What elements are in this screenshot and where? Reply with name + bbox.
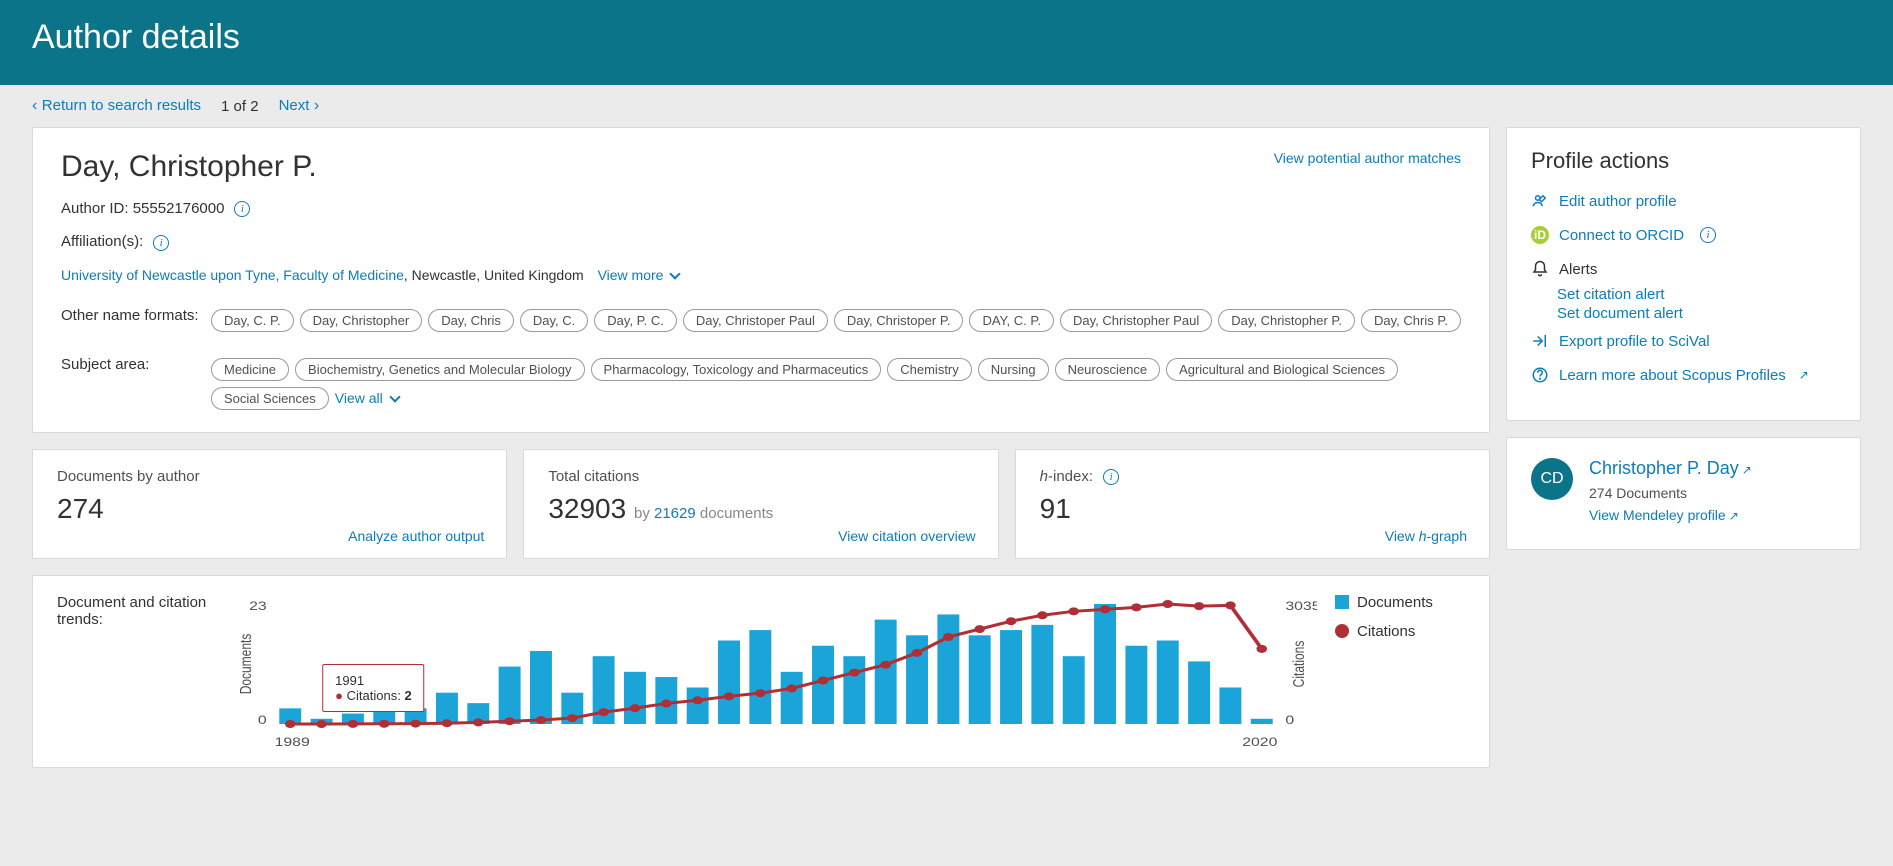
citations-stat-panel: Total citations 32903 by 21629 documents… [523,449,998,559]
name-format-pill: Day, C. P. [211,309,294,332]
name-format-pill: Day, P. C. [594,309,677,332]
potential-matches-link[interactable]: View potential author matches [1274,150,1461,166]
chart-legend: Documents Citations [1335,594,1465,757]
svg-text:Documents: Documents [236,633,254,694]
other-names-label: Other name formats: [61,303,211,332]
svg-text:0: 0 [1285,712,1294,726]
affiliation-location: , Newcastle, United Kingdom [404,267,584,283]
svg-text:0: 0 [258,712,267,726]
svg-text:3035: 3035 [1285,598,1317,612]
stat-title: h-index: i [1040,468,1465,485]
return-link[interactable]: ‹ Return to search results [32,97,201,115]
avatar: CD [1531,458,1573,500]
next-link[interactable]: Next › [279,97,320,115]
bell-icon [1531,260,1549,278]
documents-count: 274 [57,493,482,525]
profile-name-link[interactable]: Christopher P. Day↗ [1589,458,1752,478]
export-scival-link[interactable]: Export profile to SciVal [1531,332,1836,350]
legend-citations: Citations [1335,623,1465,640]
chart-area: 23 0 Documents 3035 0 Citations 1989 2020 1991 … [235,594,1317,757]
author-name: Day, Christopher P. [61,150,317,184]
analyze-output-link[interactable]: Analyze author output [348,528,484,544]
citations-count: 32903 by 21629 documents [548,493,973,525]
alerts-label: Alerts [1531,260,1836,278]
chevron-down-icon [670,268,681,279]
name-format-pill: Day, Christopher [300,309,423,332]
mini-doc-count: 274 Documents [1589,485,1752,501]
name-format-pill: Day, Christoper Paul [683,309,828,332]
name-format-pill: Day, C. [520,309,588,332]
name-format-pill: DAY, C. P. [969,309,1054,332]
stat-title: Total citations [548,468,973,485]
subject-pill: Chemistry [887,358,972,381]
name-format-pill: Day, Christopher Paul [1060,309,1212,332]
edit-profile-link[interactable]: Edit author profile [1531,192,1836,210]
name-format-pill: Day, Christopher P. [1218,309,1355,332]
svg-text:Citations: Citations [1289,640,1307,687]
stat-title: Documents by author [57,468,482,485]
export-icon [1531,332,1549,350]
info-icon[interactable]: i [1103,469,1119,485]
mendeley-link[interactable]: View Mendeley profile↗ [1589,507,1739,523]
orcid-link[interactable]: iD Connect to ORCID i [1531,226,1836,244]
documents-stat-panel: Documents by author 274 Analyze author o… [32,449,507,559]
view-all-subjects[interactable]: View all [335,390,399,406]
affiliations-label: Affiliation(s): [61,233,143,250]
edit-icon [1531,192,1549,210]
other-names-list: Day, C. P. Day, ChristopherDay, Chris Day,… [211,309,1461,332]
hgraph-link[interactable]: View h-graph [1385,528,1467,544]
subject-pill: Pharmacology, Toxicology and Pharmaceuti… [591,358,882,381]
legend-documents: Documents [1335,594,1465,611]
svg-text:1989: 1989 [275,734,310,748]
hindex-stat-panel: h-index: i 91 View h-graph [1015,449,1490,559]
help-icon [1531,366,1549,384]
page-indicator: 1 of 2 [221,98,259,115]
subject-pill: Agricultural and Biological Sciences [1166,358,1398,381]
page-header: Author details [0,0,1893,85]
info-icon[interactable]: i [1700,227,1716,243]
chart-title: Document and citation trends: [57,594,217,757]
chart-tooltip: 1991 ● Citations: 2 [322,664,425,712]
page-title: Author details [32,18,1861,57]
subject-pill: Social Sciences [211,387,329,410]
subject-area-label: Subject area: [61,352,211,410]
orcid-icon: iD [1531,226,1549,244]
hindex-value: 91 [1040,493,1465,525]
subject-pill: Neuroscience [1055,358,1161,381]
trends-chart-panel: Document and citation trends: 23 0 Documen… [32,575,1490,768]
subject-pill: Medicine [211,358,289,381]
dot-icon [1335,624,1349,638]
mini-profile-panel: CD Christopher P. Day↗ 274 Documents Vie… [1506,437,1861,550]
square-icon [1335,595,1349,609]
svg-text:2020: 2020 [1242,734,1277,748]
info-icon[interactable]: i [234,201,250,217]
affiliation-link[interactable]: University of Newcastle upon Tyne, Facul… [61,267,404,283]
view-more-affiliations[interactable]: View more [598,267,680,283]
results-nav: ‹ Return to search results 1 of 2 Next › [0,85,1893,127]
citation-overview-link[interactable]: View citation overview [838,528,975,544]
subject-area-list: Medicine Biochemistry, Genetics and Molec… [211,358,1461,410]
name-format-pill: Day, Chris P. [1361,309,1461,332]
name-format-pill: Day, Christoper P. [834,309,964,332]
svg-text:23: 23 [249,598,267,612]
subject-pill: Biochemistry, Genetics and Molecular Bio… [295,358,585,381]
profile-actions-panel: Profile actions Edit author profile iD C… [1506,127,1861,421]
author-main-panel: Day, Christopher P. View potential autho… [32,127,1490,433]
subject-pill: Nursing [978,358,1049,381]
author-id: Author ID: 55552176000 [61,200,224,217]
name-format-pill: Day, Chris [428,309,514,332]
citation-alert-link[interactable]: Set citation alert [1531,286,1836,303]
info-icon[interactable]: i [153,235,169,251]
learn-more-link[interactable]: Learn more about Scopus Profiles↗ [1531,366,1836,384]
profile-actions-heading: Profile actions [1531,148,1836,174]
document-alert-link[interactable]: Set document alert [1531,305,1836,322]
